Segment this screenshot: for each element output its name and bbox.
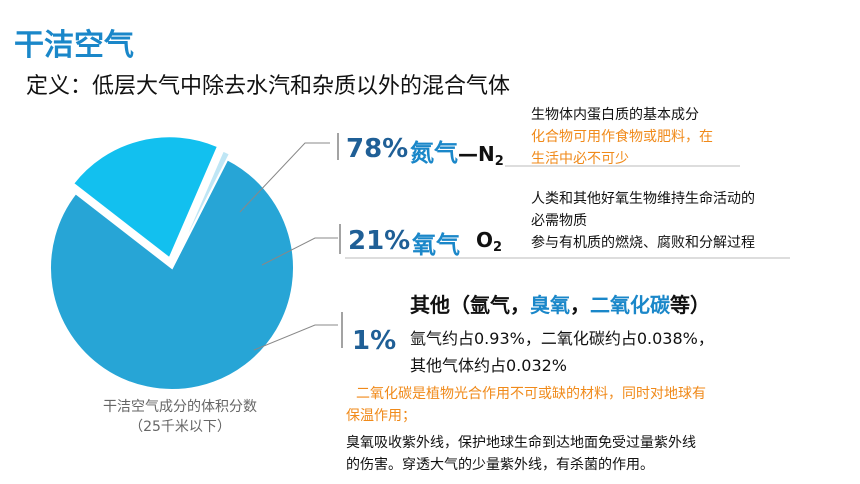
nitrogen-note-1: 生物体内蛋白质的基本成分 (531, 107, 699, 123)
nitrogen-label: 氮气—N2 (410, 133, 504, 169)
nitrogen-dash: — (458, 142, 478, 166)
others-title-ozone: 臭氧 (530, 293, 570, 317)
co2-note-1: 二氧化碳是植物光合作用不可或缺的材料，同时对地球有 (356, 386, 706, 402)
nitrogen-name: 氮气 (410, 139, 458, 167)
oxygen-note-2: 必需物质 (531, 213, 587, 229)
nitrogen-note-3: 生活中必不可少 (531, 151, 629, 167)
nitrogen-formula: N (478, 142, 495, 166)
oxygen-percent: 21% (348, 226, 411, 256)
nitrogen-note-2: 化合物可用作食物或肥料，在 (531, 129, 713, 145)
others-title-co2: 二氧化碳 (590, 293, 670, 317)
oxygen-formula-wrap: O2 (476, 228, 502, 255)
others-title-suffix: 等） (670, 293, 710, 317)
others-percent: 1% (352, 326, 397, 356)
pie-slice-others (173, 149, 232, 264)
nitrogen-percent: 78% (346, 134, 409, 164)
oxygen-note-1: 人类和其他好氧生物维持生命活动的 (531, 191, 755, 207)
page-title: 干洁空气 (14, 28, 134, 63)
definition-text: 定义：低层大气中除去水汽和杂质以外的混合气体 (26, 74, 511, 99)
connector-others (253, 324, 338, 351)
oxygen-formula: O (476, 228, 494, 252)
connector-nitrogen (239, 142, 330, 213)
others-detail-1: 氩气约占0.93%，二氧化碳约占0.038%， (410, 329, 714, 348)
pie-slice-nitrogen (49, 157, 295, 391)
co2-note-2: 保温作用； (346, 408, 416, 424)
ozone-note-1: 臭氧吸收紫外线，保护地球生命到达地面免受过量紫外线 (346, 435, 696, 451)
connector-oxygen (261, 237, 338, 266)
nitrogen-formula-sub: 2 (494, 154, 504, 170)
ozone-note-2: 的伤害。穿透大气的少量紫外线，有杀菌的作用。 (346, 457, 654, 473)
others-title-prefix: 其他（氩气， (410, 293, 530, 317)
pie-caption-subtitle: （25千米以下） (129, 419, 231, 435)
oxygen-formula-sub: 2 (493, 240, 503, 256)
others-title-sep: ， (570, 293, 590, 317)
pie-caption-title: 干洁空气成分的体积分数 (103, 399, 257, 415)
oxygen-name: 氧气 (412, 231, 460, 259)
pie-slice-oxygen (71, 135, 220, 260)
others-detail-2: 其他气体约占0.032% (410, 356, 568, 375)
others-title: 其他（氩气，臭氧，二氧化碳等） (410, 289, 710, 318)
pie-caption: 干洁空气成分的体积分数 （25千米以下） (80, 397, 280, 437)
oxygen-note-3: 参与有机质的燃烧、腐败和分解过程 (531, 235, 755, 251)
